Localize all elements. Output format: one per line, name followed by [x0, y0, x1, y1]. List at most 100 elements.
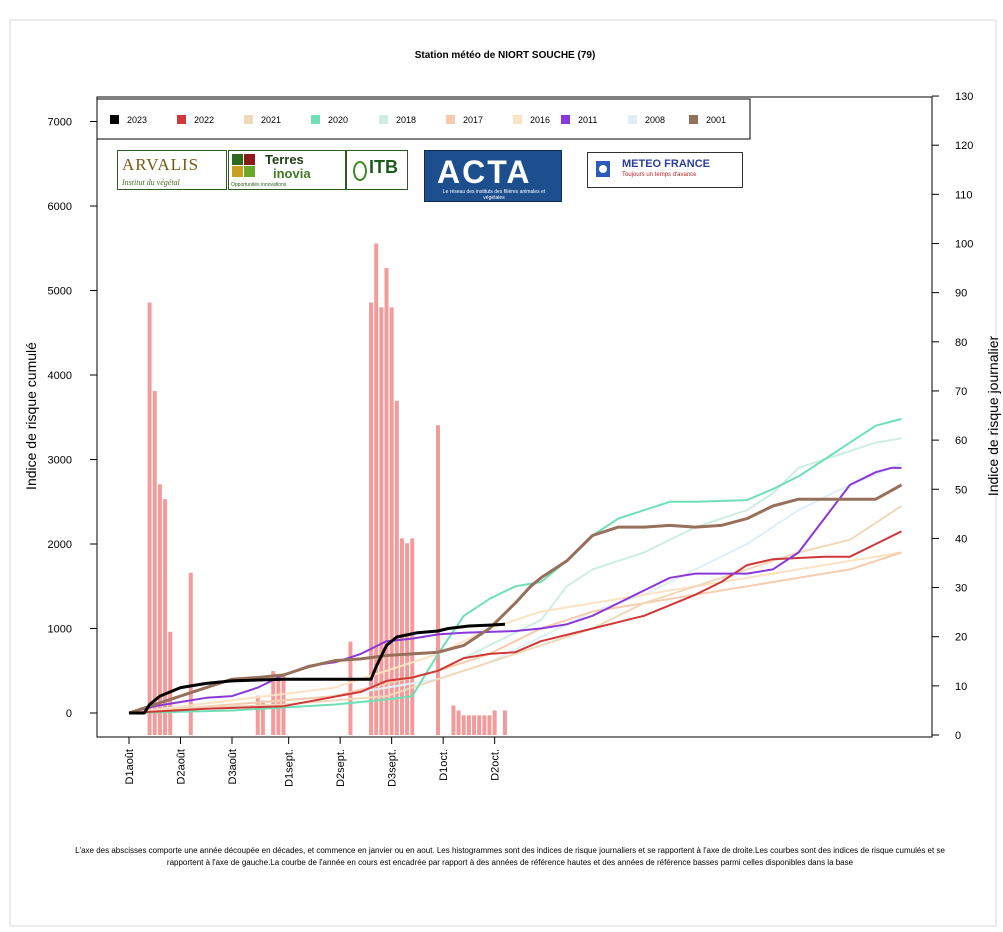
daily-risk-bar — [451, 705, 456, 735]
daily-risk-bar — [163, 499, 168, 735]
meteo-france-logo-text: METEO FRANCE — [622, 158, 710, 170]
daily-risk-bar — [348, 641, 353, 735]
y-tick-label-right: 10 — [955, 681, 967, 693]
y-axis-right-label: Indice de risque journalier — [985, 336, 1001, 497]
series-line-2011 — [128, 466, 902, 714]
y-tick-label-left: 6000 — [48, 201, 72, 213]
terres-logo-subtext: Opportunités innovations — [231, 182, 287, 188]
acta-logo-subtext: Le réseau des instituts des filières ani… — [442, 189, 546, 201]
legend-label-2020: 2020 — [328, 115, 348, 125]
terres-logo-square — [244, 154, 255, 165]
daily-risk-bar — [389, 307, 394, 735]
legend-label-2001: 2001 — [706, 115, 726, 125]
daily-risk-bar — [152, 390, 157, 735]
legend-box — [96, 98, 751, 140]
y-tick-label-right: 60 — [955, 435, 967, 447]
legend-swatch-2001 — [689, 115, 698, 124]
y-axis-left: 0 1000 2000 3000 4000 5000 6000 7000 — [48, 117, 98, 720]
y-tick-label-left: 5000 — [48, 286, 72, 298]
daily-risk-bar — [384, 268, 389, 735]
legend: 2023 2022 2021 2020 2018 2017 2016 2011 2008 2001 — [96, 98, 751, 140]
chart-caption: L'axe des abscisses comporte une année d… — [75, 846, 945, 867]
y-tick-label-left: 1000 — [48, 624, 72, 636]
y-tick-label-right: 0 — [955, 730, 961, 742]
y-tick-label-right: 90 — [955, 288, 967, 300]
meteo-france-logo-subtext: Toujours un temps d'avance — [622, 172, 697, 178]
daily-risk-bar — [379, 307, 384, 735]
legend-label-2008: 2008 — [645, 115, 665, 125]
x-tick-label: D2sept. — [335, 749, 347, 787]
legend-swatch-2016 — [513, 115, 522, 124]
arvalis-logo-text: ARVALIS — [122, 155, 200, 174]
legend-swatch-2020 — [311, 115, 320, 124]
legend-label-2022: 2022 — [194, 115, 214, 125]
y-tick-label-left: 7000 — [48, 117, 72, 129]
daily-risk-bar — [466, 715, 471, 735]
y-tick-label-right: 100 — [955, 239, 973, 251]
legend-swatch-2021 — [244, 115, 253, 124]
daily-risk-bar — [168, 631, 173, 735]
daily-risk-bar — [255, 695, 260, 735]
x-tick-label: D2août — [176, 749, 188, 784]
terres-logo-square — [244, 166, 255, 177]
cumulative-risk-lines — [128, 417, 903, 715]
y-tick-label-left: 2000 — [48, 539, 72, 551]
y-axis-left-label: Indice de risque cumulé — [23, 342, 39, 490]
x-tick-label: D1sept. — [284, 749, 296, 787]
daily-risk-bar — [461, 715, 466, 735]
daily-risk-bar — [436, 425, 440, 735]
arvalis-logo: ARVALIS Institut du végétal — [117, 150, 227, 190]
daily-risk-bar — [456, 710, 461, 735]
meteo-france-logo: METEO FRANCE Toujours un temps d'avance — [587, 152, 743, 188]
inovia-logo-text: inovia — [273, 166, 311, 181]
outer-frame — [9, 19, 997, 927]
legend-swatch-2011 — [561, 115, 570, 124]
legend-swatch-2018 — [379, 115, 388, 124]
legend-label-2011: 2011 — [578, 115, 597, 125]
arvalis-logo-subtext: Institut du végétal — [122, 178, 180, 187]
daily-risk-bar — [157, 484, 162, 735]
chart-title: Station météo de NIORT SOUCHE (79) — [415, 50, 596, 61]
x-tick-label: D3sept. — [387, 749, 399, 787]
x-tick-label: D1août — [124, 749, 136, 784]
x-tick-label: D1oct. — [438, 749, 450, 781]
legend-label-2016: 2016 — [530, 115, 550, 125]
legend-swatch-2023 — [110, 115, 119, 124]
y-tick-label-right: 110 — [955, 189, 973, 201]
terres-inovia-logo: Terres inovia Opportunités innovations — [228, 150, 346, 190]
daily-risk-bar — [271, 671, 276, 735]
y-tick-label-right: 20 — [955, 632, 967, 644]
daily-risk-bar — [394, 400, 399, 735]
leaf-icon — [353, 161, 367, 181]
daily-risk-bar — [147, 302, 152, 735]
y-axis-right: 0 10 20 30 40 50 60 70 80 90 100 110 120 130 — [932, 91, 973, 742]
legend-label-2018: 2018 — [396, 115, 416, 125]
itb-logo: ITB — [346, 150, 408, 190]
terres-logo-square — [232, 166, 243, 177]
terres-logo-text: Terres — [265, 152, 304, 167]
y-tick-label-left: 4000 — [48, 370, 72, 382]
daily-risk-bar — [487, 715, 492, 735]
series-line-2018 — [128, 437, 902, 714]
y-tick-label-right: 120 — [955, 140, 973, 152]
daily-risk-bar — [472, 715, 477, 735]
y-tick-label-right: 30 — [955, 583, 967, 595]
series-line-2020 — [128, 417, 902, 714]
daily-risk-bar — [502, 710, 507, 735]
y-tick-label-right: 130 — [955, 91, 973, 103]
series-line-2023 — [129, 622, 506, 715]
daily-risk-bar — [374, 243, 379, 735]
daily-risk-bars — [147, 243, 507, 735]
series-line-2022 — [128, 530, 902, 714]
acta-logo: ACTA Le réseau des instituts des filière… — [424, 150, 562, 202]
daily-risk-bar — [410, 538, 415, 735]
daily-risk-bar — [188, 572, 193, 735]
meteo-france-icon-dot — [599, 165, 607, 173]
y-tick-label-left: 3000 — [48, 455, 72, 467]
x-axis: D1août D2août D3août D1sept. D2sept. D3sept. D… — [124, 736, 502, 787]
daily-risk-bar — [260, 700, 265, 735]
terres-logo-square — [232, 154, 243, 165]
daily-risk-bar — [482, 715, 487, 735]
